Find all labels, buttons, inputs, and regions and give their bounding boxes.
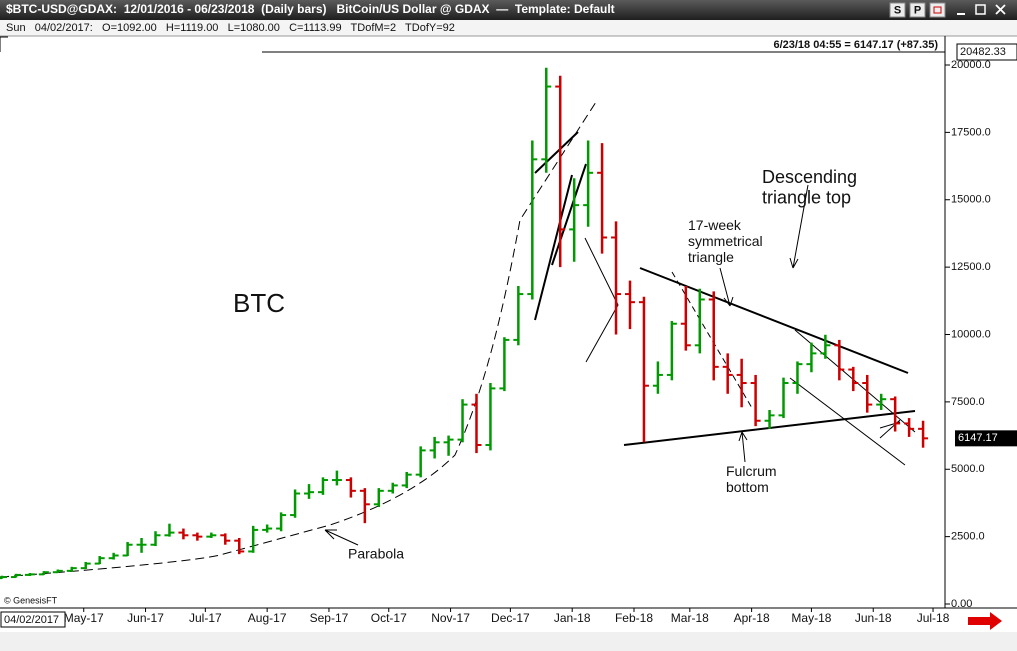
x-tick-label: Dec-17 <box>491 611 530 625</box>
x-tick-label: Jul-18 <box>917 611 950 625</box>
annotation-descending: Descending triangle top <box>762 167 857 208</box>
x-tick-label: Mar-18 <box>671 611 709 625</box>
y-tick-label: 20000.0 <box>951 59 991 71</box>
title-bar <box>0 0 1017 20</box>
info-text: Sun 04/02/2017: O=1092.00 H=1119.00 L=10… <box>6 22 455 34</box>
descending-line <box>639 267 909 374</box>
x-tick-label: Sep-17 <box>310 611 349 625</box>
button-p-label[interactable]: P <box>914 4 921 16</box>
top-value-label: 20482.33 <box>960 46 1006 58</box>
x-tick-label: Feb-18 <box>615 611 653 625</box>
flag <box>584 237 619 363</box>
x-tick-label: Aug-17 <box>248 611 287 625</box>
button-p[interactable] <box>909 2 926 18</box>
scroll-arrow[interactable] <box>968 612 1002 630</box>
top-value-box <box>956 43 1017 61</box>
status-strip <box>0 632 1017 651</box>
y-tick-label: 12500.0 <box>951 261 991 273</box>
last-quote: 6/23/18 04:55 = 6147.17 (+87.35) <box>773 39 938 51</box>
triangle-arrow <box>789 184 809 269</box>
close-icon[interactable] <box>995 4 1006 15</box>
corner-mark <box>0 36 8 52</box>
y-tick-label: 2500.0 <box>951 531 985 543</box>
last-price-box <box>955 430 1017 447</box>
annotation-fulcrum: Fulcrum bottom <box>726 463 777 495</box>
wedge <box>534 131 587 321</box>
button-s-label[interactable]: S <box>894 4 901 16</box>
maximize-icon[interactable] <box>975 4 986 15</box>
x-tick-label: Jul-17 <box>189 611 222 625</box>
annotation-symmetrical: 17-week symmetrical triangle <box>688 217 763 265</box>
x-tick-label: Nov-17 <box>431 611 470 625</box>
date-box <box>0 611 66 628</box>
credit: © GenesisFT <box>4 595 58 605</box>
sym-arrow <box>719 267 734 307</box>
y-tick-label: 10000.0 <box>951 328 991 340</box>
y-tick-label: 5000.0 <box>951 463 985 475</box>
x-tick-label: May-18 <box>791 611 831 625</box>
parabola <box>0 101 597 578</box>
y-tick-label: 7500.0 <box>951 396 985 408</box>
x-tick-label: Oct-17 <box>371 611 407 625</box>
last-price-label: 6147.17 <box>958 432 998 444</box>
pin-icon <box>933 6 942 14</box>
decline-line <box>671 271 753 409</box>
button-s[interactable] <box>889 2 906 18</box>
info-bar <box>0 20 1017 36</box>
window-title: $BTC-USD@GDAX: 12/01/2016 - 06/23/2018 (… <box>6 2 615 16</box>
x-tick-label: Jun-18 <box>855 611 892 625</box>
parabola-arrow <box>324 529 359 546</box>
fulcrum-arrow <box>738 431 748 463</box>
x-tick-label: Apr-18 <box>734 611 770 625</box>
date-box-text: 04/02/2017 <box>4 614 59 626</box>
button-pin[interactable] <box>929 2 946 18</box>
y-tick-label: 0.00 <box>951 598 972 610</box>
x-tick-label: May-17 <box>64 611 104 625</box>
y-tick-label: 17500.0 <box>951 126 991 138</box>
x-tick-label: Jan-18 <box>554 611 591 625</box>
y-tick-label: 15000.0 <box>951 194 991 206</box>
x-tick-label: Jun-17 <box>127 611 164 625</box>
annotation-parabola: Parabola <box>348 546 404 562</box>
chart-title: BTC <box>233 288 285 318</box>
